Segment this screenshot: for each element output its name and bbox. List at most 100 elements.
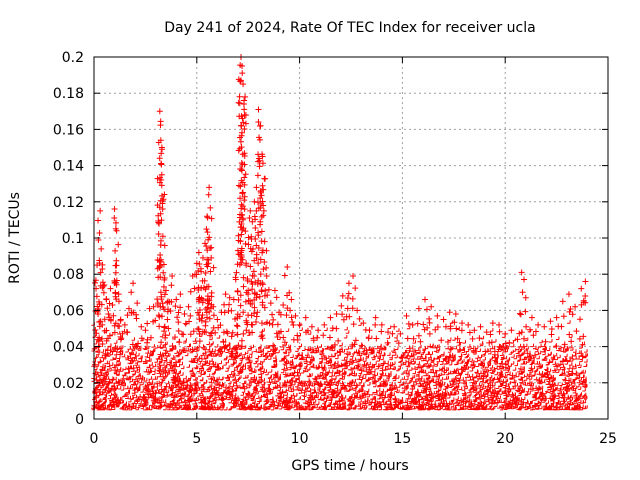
data-point: [452, 311, 459, 318]
data-point-cluster: [257, 221, 264, 228]
data-point-cluster: [110, 312, 117, 319]
data-point-cluster: [506, 339, 513, 346]
data-point-cluster: [410, 335, 417, 342]
data-point-cluster: [532, 328, 539, 335]
data-point-cluster: [187, 288, 194, 295]
data-point-cluster: [156, 257, 163, 264]
data-point-cluster: [378, 328, 385, 335]
data-point-cluster: [389, 330, 396, 337]
data-point: [158, 144, 165, 151]
data-point-cluster: [261, 175, 268, 182]
data-point-cluster: [161, 274, 168, 281]
data-point-cluster: [259, 160, 266, 167]
data-point-cluster: [404, 335, 411, 342]
data-point-cluster: [256, 134, 263, 141]
data-point-cluster: [259, 182, 266, 189]
data-point-cluster: [168, 298, 175, 305]
data-point-cluster: [577, 316, 584, 323]
data-point-cluster: [260, 207, 267, 214]
data-point-cluster: [246, 215, 253, 222]
data-point-cluster: [260, 186, 267, 193]
data-point-cluster: [158, 217, 165, 224]
data-point: [202, 240, 209, 247]
data-point-cluster: [451, 319, 458, 326]
data-point-cluster: [200, 297, 207, 304]
data-point-cluster: [161, 323, 168, 330]
chart-title: Day 241 of 2024, Rate Of TEC Index for r…: [164, 20, 535, 36]
data-point-cluster: [175, 309, 182, 316]
data-point-cluster: [175, 319, 182, 326]
data-point-cluster: [195, 326, 202, 333]
data-point-cluster: [103, 327, 110, 334]
data-point-cluster: [349, 341, 356, 348]
data-point-cluster: [159, 200, 166, 207]
data-point-cluster: [158, 293, 165, 300]
data-point-cluster: [157, 210, 164, 217]
data-point-cluster: [242, 171, 249, 178]
data-point-cluster: [582, 299, 589, 306]
data-point: [99, 321, 106, 328]
data-point-cluster: [98, 335, 105, 342]
data-point-cluster: [221, 301, 228, 308]
data-point-cluster: [96, 230, 103, 237]
data-point-cluster: [333, 325, 340, 332]
data-point-cluster: [237, 256, 244, 263]
data-point-cluster: [92, 327, 99, 334]
data-point-cluster: [258, 288, 265, 295]
data-point-cluster: [237, 138, 244, 145]
data-point: [440, 316, 447, 323]
data-point-cluster: [158, 160, 165, 167]
data-point-cluster: [235, 342, 242, 349]
data-point-cluster: [486, 339, 493, 346]
data-point-cluster: [238, 144, 245, 151]
data-point-cluster: [290, 322, 297, 329]
data-point: [302, 314, 309, 321]
data-point-cluster: [158, 150, 165, 157]
data-point-cluster: [160, 261, 167, 268]
data-point: [210, 303, 217, 310]
data-point-cluster: [237, 292, 244, 299]
data-point: [415, 305, 422, 312]
data-point: [113, 227, 120, 234]
data-point: [177, 291, 184, 298]
data-point-cluster: [558, 323, 565, 330]
data-point: [240, 81, 247, 88]
data-point: [333, 311, 340, 318]
data-point-cluster: [193, 271, 200, 278]
data-point-cluster: [245, 234, 252, 241]
data-point: [98, 245, 105, 252]
data-point-cluster: [253, 255, 260, 262]
data-point: [397, 330, 404, 337]
data-point-cluster: [426, 315, 433, 322]
data-point-cluster: [258, 238, 265, 245]
data-point-cluster: [236, 93, 243, 100]
data-point: [553, 314, 560, 321]
data-point-cluster: [210, 312, 217, 319]
data-point-cluster: [198, 268, 205, 275]
data-point-cluster: [269, 311, 276, 318]
data-point-cluster: [203, 243, 210, 250]
data-point: [214, 316, 221, 323]
data-point-cluster: [236, 100, 243, 107]
y-tick-label: 0.12: [53, 195, 84, 211]
data-point-cluster: [156, 179, 163, 186]
data-point: [121, 321, 128, 328]
data-point-cluster: [548, 325, 555, 332]
data-point: [169, 273, 176, 280]
data-point-cluster: [568, 338, 575, 345]
y-tick-label: 0.1: [62, 231, 84, 247]
data-point-cluster: [157, 237, 164, 244]
data-point-cluster: [240, 283, 247, 290]
data-point-cluster: [204, 304, 211, 311]
data-point: [156, 108, 163, 115]
data-point-cluster: [157, 252, 164, 259]
data-point: [403, 312, 410, 319]
data-point-cluster: [254, 172, 261, 179]
data-point-cluster: [423, 306, 430, 313]
data-point: [245, 287, 252, 294]
data-point-cluster: [196, 330, 203, 337]
data-point: [261, 238, 268, 245]
data-point: [138, 323, 145, 330]
data-point: [181, 311, 188, 318]
data-point-cluster: [237, 183, 244, 190]
